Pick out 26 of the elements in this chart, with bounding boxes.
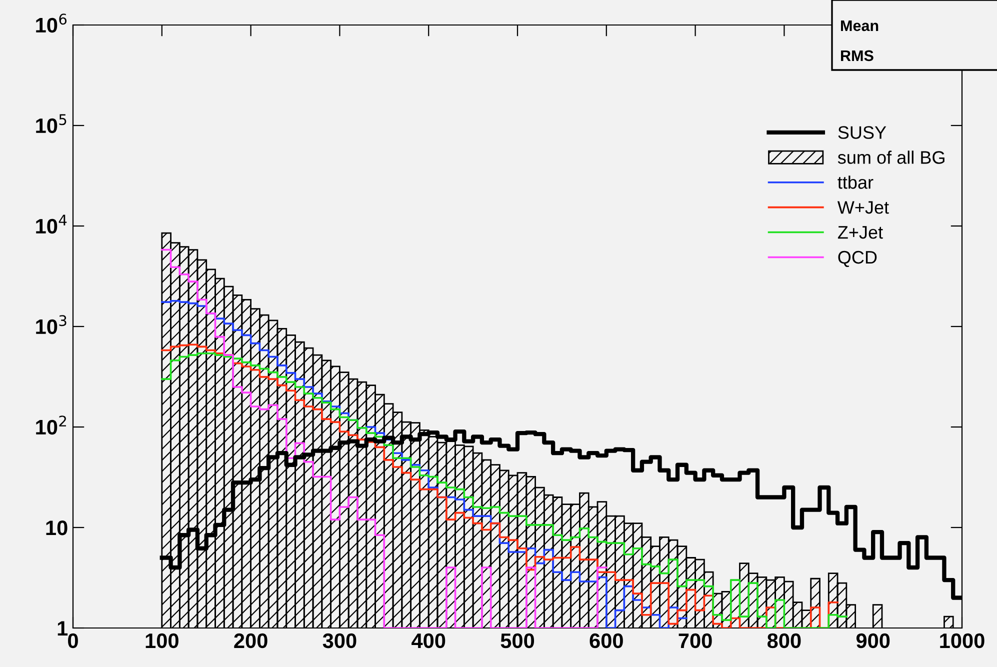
- x-tick-label: 800: [767, 633, 801, 648]
- annotation: RMS: [841, 50, 874, 62]
- y-tick-label: 10$^{3}$: [36, 315, 66, 334]
- x-tick-label: 600: [590, 633, 623, 648]
- legend-label: QCD: [838, 250, 877, 267]
- y-tick-label: 10$^{2}$: [36, 416, 66, 435]
- x-tick-label: 1000: [940, 633, 984, 648]
- y-tick-label: 10$^{4}$: [36, 214, 67, 234]
- x-tick-label: 400: [412, 633, 446, 648]
- y-tick-label: 10$^{5}$: [36, 114, 66, 134]
- legend-label: ttbar: [838, 176, 874, 189]
- x-tick-label: 200: [234, 633, 268, 648]
- annotation: Mean: [841, 20, 878, 32]
- y-tick-label: 10$^{6}$: [36, 14, 67, 33]
- legend-label: SUSY: [838, 126, 886, 139]
- x-tick-label: 700: [678, 633, 712, 648]
- x-tick-label: 100: [146, 633, 178, 648]
- legend-label: Z+Jet: [838, 226, 883, 239]
- x-tick-label: 300: [322, 633, 356, 648]
- x-tick-label: 900: [856, 633, 890, 648]
- legend-label: W+Jet: [837, 201, 889, 214]
- legend-label: sum of all BG: [838, 150, 944, 164]
- x-tick-label: 0: [68, 633, 78, 648]
- y-tick-label: 1: [58, 621, 68, 636]
- y-tick-label: 10: [46, 520, 68, 536]
- x-tick-label: 500: [500, 633, 534, 648]
